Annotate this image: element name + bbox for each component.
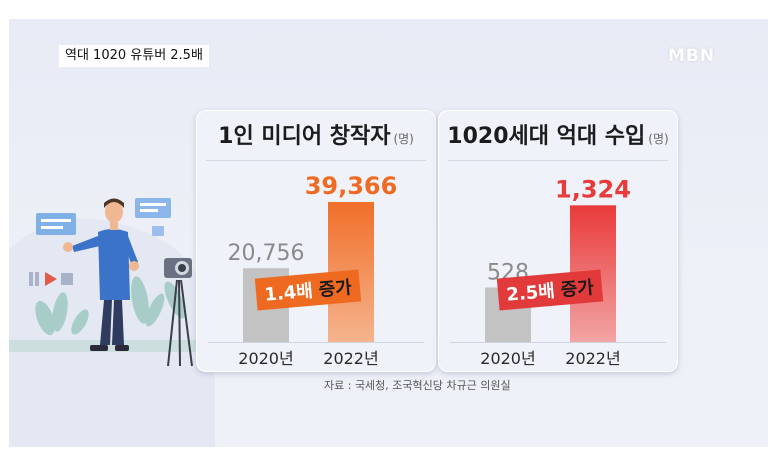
category-label: 2020년	[238, 349, 293, 368]
youtuber-illustration-icon	[9, 198, 215, 447]
chart-title: 1020세대 억대 수입 (명)	[438, 118, 678, 150]
chart-panel-creators: 1인 미디어 창작자 (명) 20,756 2020년 39,366 2022년 1.4배…	[196, 110, 436, 372]
chart-title-text: 1020세대 억대 수입	[447, 124, 646, 149]
bar-value-label: 39,366	[305, 172, 398, 200]
headline-caption: 역대 1020 유튜버 2.5배	[59, 45, 209, 67]
chart-unit: (명)	[648, 132, 669, 146]
badge-text: 2.5배 증가	[506, 277, 596, 306]
badge-number: 1.4배	[264, 281, 314, 306]
badge-background	[254, 269, 362, 311]
chart-panel-high-income: 1020세대 억대 수입 (명) 528 2020년 1,324 2022년 2.5배 증가	[438, 110, 678, 372]
badge-word: 증가	[318, 277, 353, 301]
badge-number: 2.5배	[506, 281, 556, 306]
badge-background	[496, 269, 604, 311]
title-divider	[448, 160, 668, 161]
category-label: 2020년	[480, 349, 535, 368]
chart-title-text: 1인 미디어 창작자	[218, 124, 391, 149]
category-label: 2022년	[323, 349, 378, 368]
title-divider	[206, 160, 426, 161]
chart-unit: (명)	[393, 132, 414, 146]
bar-value-label: 1,324	[555, 175, 631, 203]
badge-word: 증가	[560, 277, 595, 301]
bar-chart-creators: 20,756 2020년 39,366 2022년 1.4배 증가	[208, 172, 424, 368]
broadcaster-logo: MBN	[668, 46, 716, 66]
category-label: 2022년	[565, 349, 620, 368]
increase-badge: 1.4배 증가	[254, 269, 362, 311]
bar-value-label: 20,756	[228, 241, 305, 266]
badge-text: 1.4배 증가	[264, 277, 354, 306]
increase-badge: 2.5배 증가	[496, 269, 604, 311]
source-note: 자료 : 국세청, 조국혁신당 차규근 의원실	[324, 379, 511, 392]
chart-title: 1인 미디어 창작자 (명)	[196, 118, 436, 150]
